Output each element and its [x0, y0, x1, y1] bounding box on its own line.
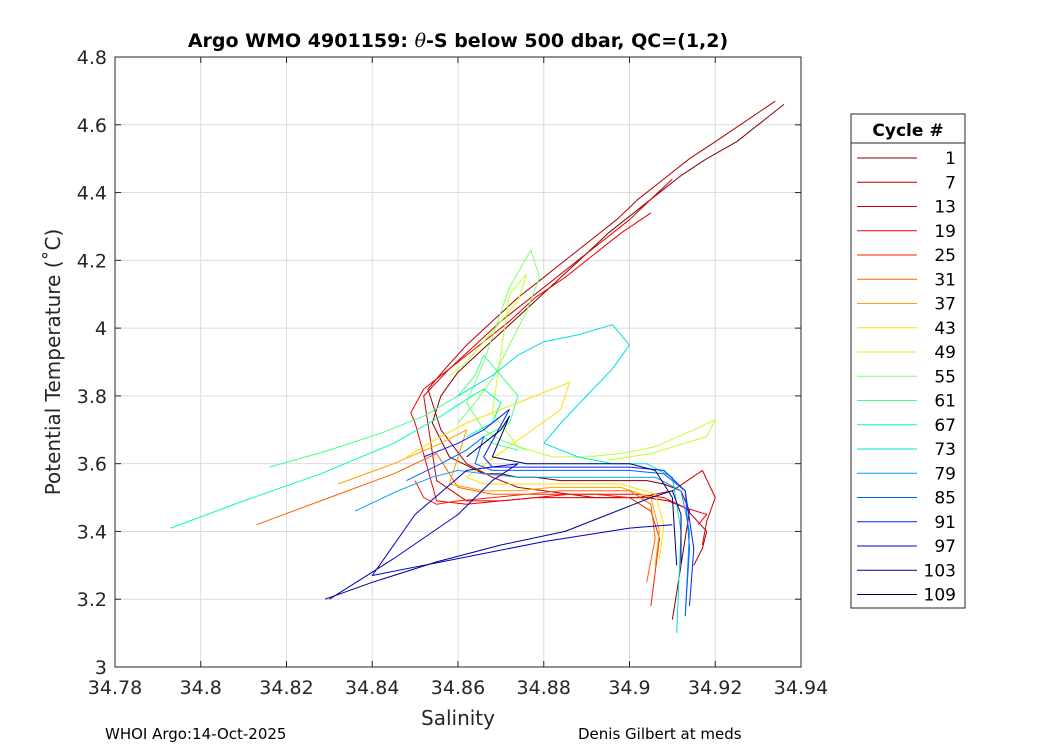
- y-tick-label: 3.6: [77, 454, 107, 476]
- legend-label: 49: [934, 343, 956, 363]
- series-line-cycle-43: [406, 381, 665, 559]
- series-line-cycle-109: [466, 415, 678, 566]
- x-tick-label: 34.88: [517, 677, 571, 699]
- ticks: 34.78 34.8 34.82 34.84 34.86 34.88 34.9 34.92 34…: [77, 47, 828, 699]
- legend-label: 79: [934, 464, 956, 484]
- legend-label: 103: [924, 561, 956, 581]
- legend-items: 1 7 13 19 25 31 37 43 49 55 61 67 73 79 85 91 97 103 109: [857, 149, 956, 606]
- y-tick-label: 4.4: [77, 183, 107, 205]
- series-line-cycle-31: [256, 453, 656, 583]
- legend-label: 55: [934, 367, 956, 387]
- x-tick-label: 34.8: [180, 677, 222, 699]
- y-axis-label: Potential Temperature (˚C): [41, 229, 65, 496]
- chart-title: Argo WMO 4901159: θ-S below 500 dbar, QC…: [188, 30, 728, 52]
- legend-label: 85: [934, 489, 956, 509]
- legend-label: 37: [934, 295, 956, 315]
- x-tick-label: 34.86: [431, 677, 485, 699]
- legend-label: 67: [934, 416, 956, 436]
- y-tick-label: 3.4: [77, 521, 107, 543]
- y-tick-label: 3: [95, 657, 107, 679]
- series-line-cycle-13: [423, 178, 716, 546]
- legend-label: 13: [934, 198, 956, 218]
- x-tick-label: 34.92: [688, 677, 742, 699]
- series-line-cycle-19: [410, 212, 708, 526]
- legend-label: 43: [934, 319, 956, 339]
- legend-box: [850, 113, 966, 609]
- legend-label: 25: [934, 246, 956, 266]
- x-tick-label: 34.9: [608, 677, 650, 699]
- legend-label: 1: [945, 149, 956, 169]
- series-line-cycle-7: [427, 100, 776, 566]
- series-line-cycle-103: [324, 490, 682, 600]
- legend-label: 73: [934, 440, 956, 460]
- series-line-cycle-73: [457, 324, 682, 634]
- y-tick-label: 3.8: [77, 386, 107, 408]
- legend-label: 31: [934, 270, 956, 290]
- y-tick-label: 3.2: [77, 589, 107, 611]
- y-tick-label: 4.8: [77, 47, 107, 69]
- x-tick-label: 34.94: [774, 677, 828, 699]
- legend-title: Cycle #: [872, 121, 943, 141]
- legend-label: 7: [945, 173, 956, 193]
- series-line-cycle-25: [414, 480, 660, 607]
- series-line-cycle-49: [449, 273, 716, 461]
- x-tick-label: 34.78: [88, 677, 142, 699]
- series-group: [170, 100, 785, 634]
- legend-label: 91: [934, 513, 956, 533]
- legend-label: 19: [934, 222, 956, 242]
- series-line-cycle-67: [170, 388, 502, 529]
- legend-label: 97: [934, 537, 956, 557]
- y-tick-label: 4: [95, 318, 107, 340]
- series-line-cycle-1: [431, 104, 785, 620]
- legend-label: 61: [934, 392, 956, 412]
- y-tick-label: 4.6: [77, 115, 107, 137]
- y-tick-label: 4.2: [77, 250, 107, 272]
- x-axis-label: Salinity: [421, 706, 495, 730]
- series-line-cycle-79: [354, 469, 690, 617]
- legend-label: 109: [924, 586, 956, 606]
- series-line-cycle-97: [329, 463, 673, 600]
- series-line-cycle-91: [423, 408, 695, 607]
- footer-source: WHOI Argo:14-Oct-2025: [105, 725, 287, 743]
- legend: Cycle # 1 7 13 19 25 31 37 43 49 55 61 67 73 79 85 91 97…: [850, 113, 966, 609]
- footer-author: Denis Gilbert at meds: [578, 725, 742, 743]
- x-tick-label: 34.82: [259, 677, 313, 699]
- x-tick-label: 34.84: [345, 677, 399, 699]
